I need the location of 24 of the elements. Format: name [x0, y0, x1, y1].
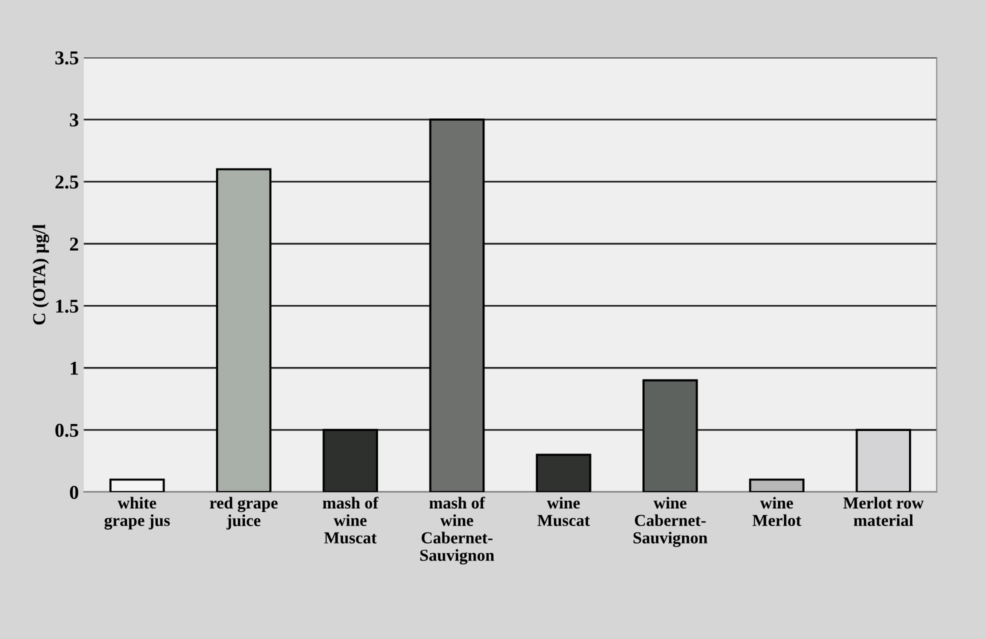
- x-tick-label: wine Cabernet- Sauvignon: [634, 496, 708, 547]
- y-tick-label: 1.5: [56, 300, 78, 313]
- y-axis-title: C (OTA) µg/l: [32, 224, 50, 325]
- y-tick-label: 0: [70, 486, 78, 499]
- y-tick-label: 3: [70, 113, 78, 127]
- x-tick-label: wine Muscat: [537, 496, 590, 526]
- y-tick-label: 0.5: [55, 424, 78, 437]
- x-tick-label: mash of wine Cabernet- Sauvignon: [420, 496, 494, 564]
- y-tick-label: 2.5: [55, 176, 78, 189]
- y-tick-label: 1: [70, 362, 78, 375]
- x-tick-label: wine Merlot: [752, 496, 802, 526]
- x-tick-label: white grape jus: [104, 496, 170, 530]
- bar: [322, 428, 378, 492]
- bar: [856, 428, 912, 492]
- x-tick-label: Merlot row material: [843, 496, 924, 526]
- y-tick-label: 3.5: [55, 51, 78, 65]
- bar: [536, 454, 592, 492]
- x-tick-label: red grape juice: [210, 496, 278, 530]
- bar: [429, 118, 485, 492]
- bar: [749, 478, 804, 492]
- bar: [642, 379, 698, 492]
- y-tick-label: 2: [70, 238, 78, 250]
- x-tick-label: mash of wine Muscat: [322, 496, 379, 544]
- bar: [216, 168, 272, 492]
